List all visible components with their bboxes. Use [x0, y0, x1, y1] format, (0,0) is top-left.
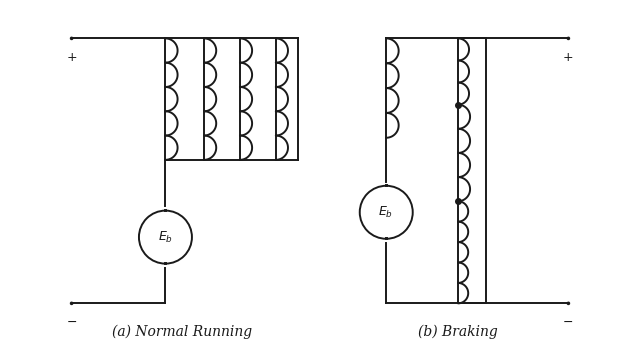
- Bar: [165, 263, 166, 264]
- Text: +: +: [563, 51, 573, 64]
- Text: $E_b$: $E_b$: [157, 230, 173, 245]
- Text: (a) Normal Running: (a) Normal Running: [112, 325, 252, 339]
- Bar: [386, 238, 387, 239]
- Text: −: −: [67, 316, 77, 329]
- Circle shape: [71, 302, 72, 304]
- Circle shape: [568, 302, 569, 304]
- Bar: [386, 185, 387, 186]
- Text: +: +: [67, 51, 77, 64]
- Circle shape: [71, 37, 72, 39]
- Circle shape: [360, 186, 413, 239]
- Circle shape: [139, 211, 192, 264]
- Text: (b) Braking: (b) Braking: [418, 325, 498, 339]
- Bar: [165, 210, 166, 211]
- Circle shape: [568, 37, 569, 39]
- Text: $E_b$: $E_b$: [378, 205, 394, 220]
- Text: −: −: [563, 316, 573, 329]
